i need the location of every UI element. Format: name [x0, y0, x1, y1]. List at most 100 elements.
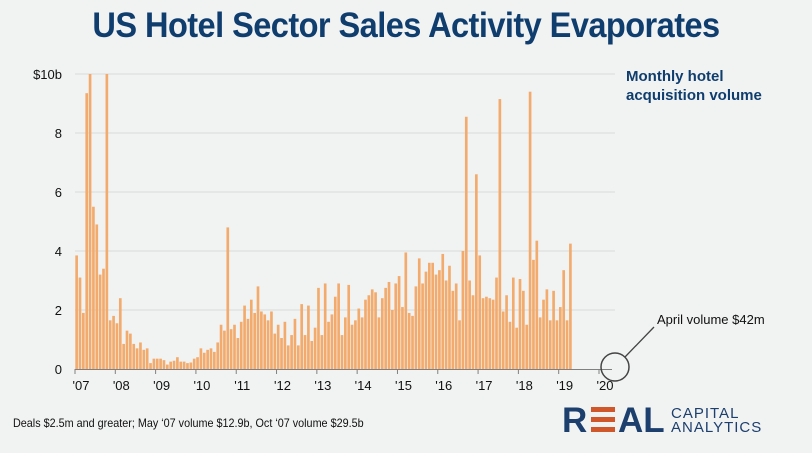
- bar: [112, 315, 115, 369]
- bar: [448, 265, 451, 369]
- bar: [209, 348, 213, 369]
- bar: [155, 358, 159, 369]
- bar: [350, 324, 354, 369]
- bar: [344, 317, 347, 370]
- bar: [511, 277, 515, 369]
- bar: [340, 335, 344, 369]
- bar: [108, 320, 112, 369]
- y-tick-label: $10b: [33, 67, 62, 82]
- bar: [485, 296, 488, 369]
- bar: [508, 321, 512, 369]
- logo-letters-al: AL: [618, 401, 665, 437]
- annotation: April volume $42m: [600, 312, 765, 382]
- bar: [105, 74, 109, 369]
- logo-analytics: ANALYTICS: [671, 419, 762, 436]
- bar: [528, 91, 532, 369]
- x-tick-label: '09: [153, 378, 170, 393]
- bar: [122, 343, 125, 369]
- x-axis-labels: '07 '08 '09 '10 '11 '12 '13 '14 '15 '16 '17 '18 '19 '…: [73, 378, 614, 393]
- bar: [145, 348, 149, 369]
- bar: [391, 310, 394, 369]
- bar: [179, 361, 183, 370]
- bar: [290, 335, 293, 369]
- bar: [236, 338, 240, 369]
- x-axis: [74, 369, 612, 374]
- bar: [515, 327, 518, 369]
- logo-capital: CAPITAL: [671, 405, 739, 422]
- y-tick-label: 6: [55, 185, 62, 200]
- annotation-circle: [600, 352, 630, 382]
- bar: [260, 311, 263, 369]
- bar: [88, 74, 92, 369]
- bar: [102, 268, 105, 369]
- bars: [75, 74, 572, 370]
- bar: [434, 274, 438, 369]
- bar: [95, 224, 99, 369]
- bar: [176, 357, 179, 369]
- bar: [357, 308, 361, 369]
- x-tick-label: '15: [395, 378, 412, 393]
- x-tick-label: '14: [355, 378, 372, 393]
- y-tick-label: 0: [55, 362, 62, 377]
- chart-title: US Hotel Sector Sales Activity Evaporate…: [92, 6, 720, 45]
- bar: [162, 360, 166, 369]
- bar: [82, 312, 85, 369]
- bar: [535, 240, 539, 369]
- bar: [458, 320, 461, 369]
- bar: [377, 317, 381, 370]
- bar: [249, 299, 253, 369]
- bar: [223, 330, 226, 369]
- bar: [310, 340, 314, 369]
- x-tick-label: '17: [476, 378, 493, 393]
- bar: [552, 290, 555, 369]
- bar: [417, 258, 421, 370]
- bar: [206, 349, 209, 369]
- bar: [125, 330, 129, 369]
- bar: [273, 333, 277, 369]
- bar: [532, 259, 535, 369]
- bar: [370, 289, 374, 369]
- bar: [283, 321, 287, 369]
- bar: [438, 270, 441, 369]
- annotation-leader-line: [624, 326, 655, 358]
- bar: [424, 271, 428, 369]
- bar: [387, 281, 391, 369]
- bar: [327, 321, 330, 369]
- bar: [149, 363, 152, 369]
- x-tick-label: '18: [516, 378, 533, 393]
- x-tick-label: '11: [234, 378, 250, 393]
- bar: [464, 116, 468, 370]
- bar: [525, 324, 529, 369]
- y-axis-labels: 0 2 4 6 8 $10b: [33, 67, 62, 377]
- bar: [199, 348, 203, 369]
- bar: [132, 343, 136, 369]
- bar: [427, 262, 431, 369]
- bar: [542, 299, 545, 369]
- bar: [300, 304, 304, 369]
- bar: [501, 311, 505, 369]
- footnote: Deals $2.5m and greater; May ‘07 volume …: [13, 416, 364, 430]
- bar: [256, 286, 260, 369]
- bar: [337, 283, 340, 369]
- bar: [380, 298, 384, 369]
- bar: [139, 342, 142, 369]
- bar: [407, 312, 411, 369]
- x-tick-label: '07: [73, 378, 90, 393]
- x-tick-label: '20: [597, 378, 614, 393]
- logo-e-bar-mid: [591, 417, 615, 422]
- bar: [397, 276, 401, 369]
- bar: [354, 320, 357, 369]
- bar: [478, 255, 482, 369]
- bar: [565, 320, 569, 369]
- bar: [78, 277, 82, 369]
- bar: [296, 345, 300, 369]
- bar: [555, 320, 559, 369]
- bar: [394, 283, 398, 369]
- bar: [233, 324, 236, 369]
- y-tick-label: 2: [55, 303, 62, 318]
- bar: [505, 295, 508, 369]
- bar: [253, 312, 256, 369]
- bar: [152, 358, 156, 369]
- chart-subtitle: Monthly hotel acquisition volume: [626, 68, 762, 104]
- x-tick-label: '10: [193, 378, 210, 393]
